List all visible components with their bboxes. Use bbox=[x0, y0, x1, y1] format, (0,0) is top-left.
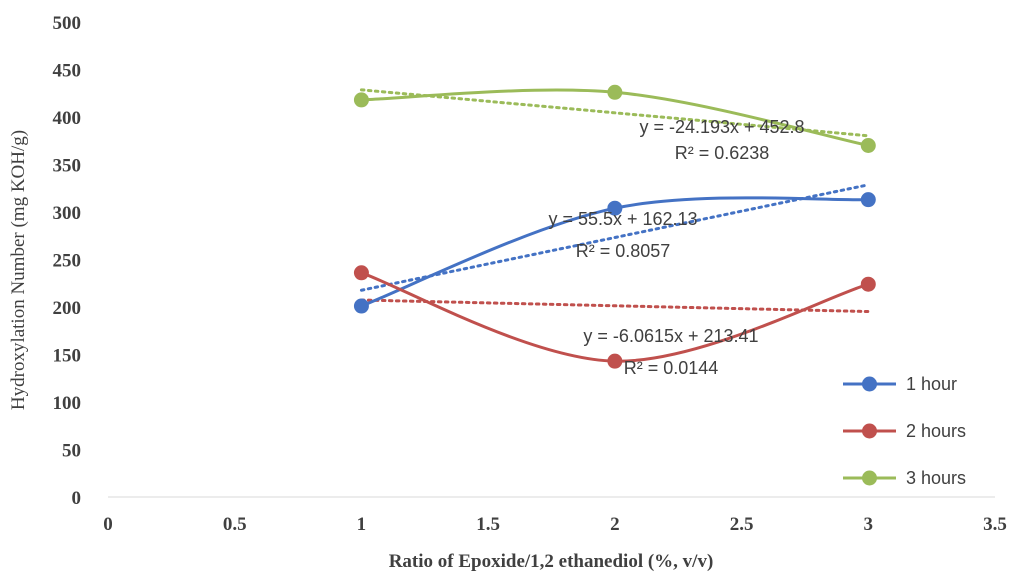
y-tick-labels: 0 50 100 150 200 250 300 350 400 450 500 bbox=[53, 13, 82, 509]
x-axis-title: Ratio of Epoxide/1,2 ethanediol (%, v/v) bbox=[389, 551, 714, 572]
x-tick-label: 3 bbox=[864, 514, 874, 535]
trendline-r2: R² = 0.8057 bbox=[576, 241, 671, 261]
data-point bbox=[354, 299, 369, 314]
x-tick-label: 2.5 bbox=[730, 514, 754, 535]
data-point bbox=[861, 138, 876, 153]
legend: 1 hour 2 hours 3 hours bbox=[843, 374, 966, 488]
y-tick-label: 0 bbox=[72, 488, 82, 509]
x-tick-label: 0.5 bbox=[223, 514, 247, 535]
trendline-equation: y = -6.0615x + 213.41 bbox=[583, 326, 758, 346]
data-point bbox=[354, 92, 369, 107]
x-tick-label: 3.5 bbox=[983, 514, 1007, 535]
x-tick-label: 1.5 bbox=[476, 514, 500, 535]
y-tick-label: 300 bbox=[53, 203, 82, 224]
trendline-equations: y = 55.5x + 162.13 R² = 0.8057 y = -6.0615… bbox=[548, 117, 804, 378]
legend-item: 3 hours bbox=[843, 468, 966, 488]
y-tick-label: 150 bbox=[53, 346, 82, 367]
y-tick-label: 250 bbox=[53, 251, 82, 272]
data-point bbox=[861, 277, 876, 292]
trendline-r2: R² = 0.0144 bbox=[624, 358, 719, 378]
y-axis-title: Hydroxylation Number (mg KOH/g) bbox=[8, 130, 29, 410]
x-tick-label: 1 bbox=[357, 514, 367, 535]
y-tick-label: 200 bbox=[53, 298, 82, 319]
y-tick-label: 350 bbox=[53, 156, 82, 177]
series-line-2 bbox=[361, 273, 868, 361]
data-point bbox=[607, 85, 622, 100]
data-point bbox=[861, 192, 876, 207]
y-tick-label: 50 bbox=[62, 441, 81, 462]
x-tick-label: 2 bbox=[610, 514, 620, 535]
trendline-r2: R² = 0.6238 bbox=[675, 143, 770, 163]
x-tick-labels: 0 0.5 1 1.5 2 2.5 3 3.5 bbox=[103, 514, 1007, 535]
legend-swatch-marker bbox=[862, 471, 877, 486]
trendline-equation: y = -24.193x + 452.8 bbox=[639, 117, 804, 137]
legend-swatch-marker bbox=[862, 377, 877, 392]
legend-item: 1 hour bbox=[843, 374, 957, 394]
legend-label: 1 hour bbox=[906, 374, 957, 394]
trendline-equation: y = 55.5x + 162.13 bbox=[548, 209, 697, 229]
legend-item: 2 hours bbox=[843, 421, 966, 441]
y-tick-label: 500 bbox=[53, 13, 82, 34]
y-tick-label: 400 bbox=[53, 108, 82, 129]
data-point bbox=[607, 354, 622, 369]
legend-label: 3 hours bbox=[906, 468, 966, 488]
legend-label: 2 hours bbox=[906, 421, 966, 441]
x-tick-label: 0 bbox=[103, 514, 113, 535]
y-tick-label: 100 bbox=[53, 393, 82, 414]
data-point bbox=[354, 265, 369, 280]
legend-swatch-marker bbox=[862, 424, 877, 439]
y-tick-label: 450 bbox=[53, 61, 82, 82]
